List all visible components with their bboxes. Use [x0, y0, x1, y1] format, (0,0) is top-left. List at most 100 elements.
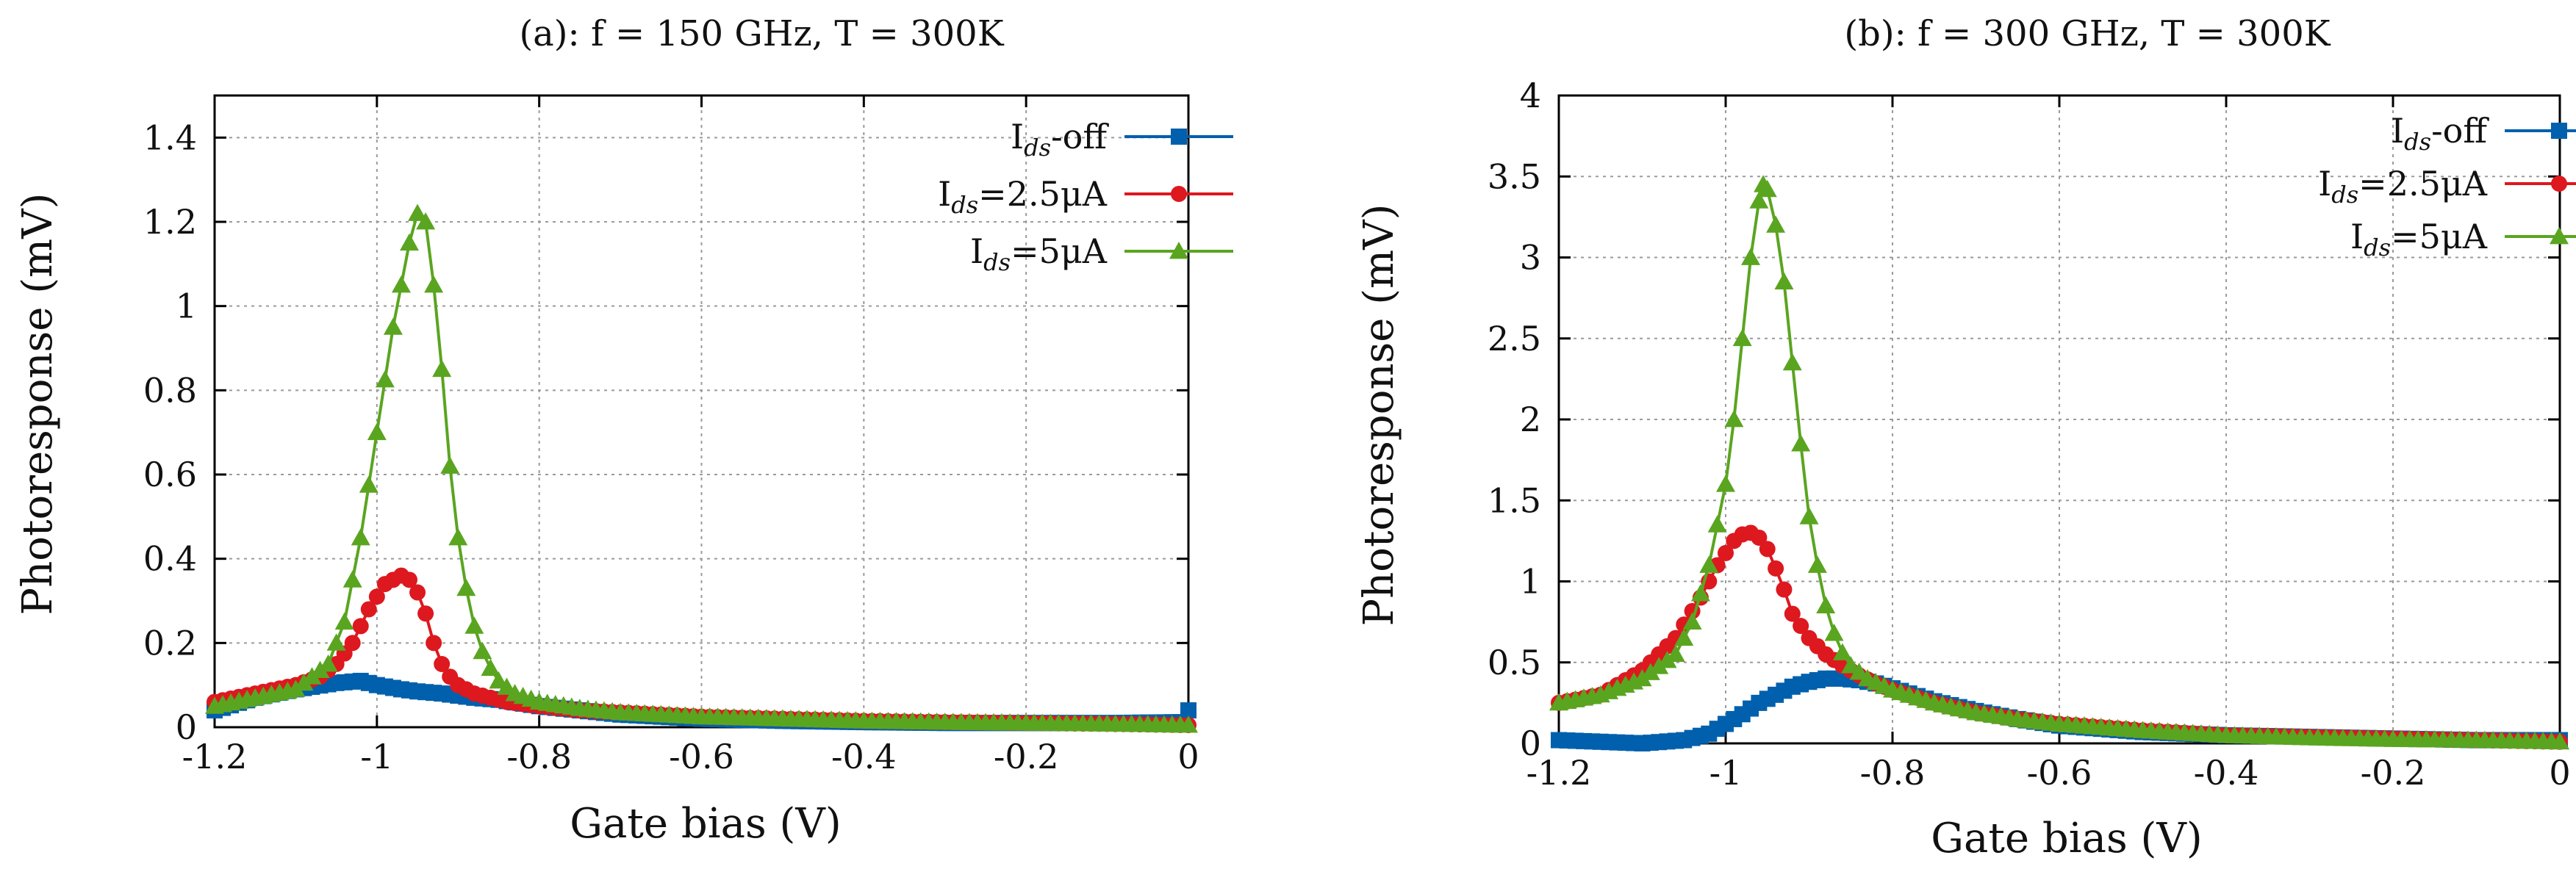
- y-tick-label: 1.2: [143, 202, 197, 242]
- y-tick-label: 0.2: [143, 623, 197, 663]
- legend-a: Ids-off Ids=2.5μA Ids=5μA: [938, 117, 1233, 276]
- y-tick-label: 1.4: [143, 118, 197, 157]
- data-point: [326, 633, 346, 651]
- data-point: [1774, 272, 1794, 289]
- plot-area-a: -1.2 -1 -0.8 -0.6 -0.4 -0.2 0 0 0.2 0.4 0.6 0.8 1 1.2…: [143, 94, 1233, 776]
- data-point: [352, 618, 369, 635]
- data-point: [424, 275, 444, 293]
- data-point: [481, 658, 501, 677]
- data-point: [375, 370, 395, 388]
- y-axis-label-a: Photoresponse (mV): [14, 193, 62, 616]
- data-point: [1699, 555, 1719, 573]
- y-tick-label: 1: [1520, 562, 1541, 602]
- legend-label: Ids=2.5μA: [2318, 164, 2488, 209]
- chart-title-b: (b): f = 300 GHz, T = 300K: [1844, 13, 2331, 54]
- data-point: [1707, 515, 1727, 533]
- data-point: [1180, 702, 1196, 719]
- data-point: [1741, 248, 1761, 265]
- x-tick-label: -1: [1709, 753, 1743, 793]
- x-tick-label: -0.2: [2361, 753, 2426, 793]
- data-point: [473, 641, 492, 660]
- y-axis-label-b: Photoresponse (mV): [1355, 204, 1403, 627]
- data-point: [1759, 541, 1776, 558]
- legend-marker: [2550, 227, 2569, 245]
- legend-label: Ids-off: [1011, 117, 1109, 162]
- legend-marker: [1169, 242, 1188, 259]
- y-tick-label: 3.5: [1488, 156, 1541, 196]
- data-point: [1791, 434, 1811, 452]
- data-point: [1632, 668, 1652, 687]
- data-point: [432, 359, 452, 378]
- x-tick-label: -1.2: [182, 737, 248, 776]
- x-tick-label: -0.8: [1860, 753, 1926, 793]
- data-point: [408, 203, 428, 221]
- plot-area-b: -1.2 -1 -0.8 -0.6 -0.4 -0.2 0 0 0.5 1 1.5 2 2.5 3 3.5 4…: [1488, 76, 2576, 793]
- data-point: [344, 635, 361, 652]
- data-point: [409, 584, 426, 601]
- legend-marker: [1171, 129, 1187, 145]
- legend-label: Ids=5μA: [2350, 217, 2488, 262]
- data-point: [1751, 529, 1768, 546]
- data-point: [401, 571, 417, 588]
- data-point: [1690, 584, 1710, 602]
- x-tick-label: -0.2: [994, 737, 1059, 776]
- data-point: [1179, 715, 1198, 733]
- data-point: [1757, 179, 1777, 198]
- data-point: [367, 422, 387, 441]
- y-tick-label: 1: [176, 286, 197, 326]
- data-point: [1718, 544, 1734, 561]
- data-point: [342, 570, 362, 588]
- data-point: [440, 456, 460, 474]
- series-3-b: [1549, 175, 2569, 750]
- data-point: [1749, 191, 1769, 209]
- y-tick-label: 2: [1520, 400, 1541, 439]
- data-point: [1784, 605, 1801, 622]
- legend-label: Ids=2.5μA: [938, 174, 1108, 219]
- data-point: [1832, 643, 1852, 660]
- data-point: [1793, 618, 1809, 635]
- y-tick-label: 0.8: [143, 370, 197, 410]
- data-point: [1640, 663, 1660, 680]
- y-tick-label: 0: [176, 707, 197, 747]
- data-point: [426, 635, 442, 652]
- legend-marker: [2551, 123, 2567, 139]
- data-point: [360, 601, 377, 618]
- data-point: [1824, 624, 1844, 641]
- data-point: [1649, 657, 1669, 674]
- data-point: [1816, 596, 1836, 613]
- data-point: [351, 528, 370, 546]
- data-point: [1776, 581, 1793, 598]
- legend-marker: [2551, 176, 2567, 192]
- data-point: [416, 212, 436, 230]
- y-tick-label: 0.5: [1488, 643, 1541, 682]
- data-point: [391, 275, 411, 293]
- data-point: [1768, 560, 1784, 577]
- data-point: [464, 616, 484, 634]
- data-point: [1657, 650, 1677, 668]
- data-point: [1716, 475, 1735, 492]
- y-tick-label: 0: [1520, 724, 1541, 763]
- y-tick-label: 2.5: [1488, 319, 1541, 358]
- data-point: [1766, 215, 1786, 233]
- x-tick-label: -0.8: [506, 737, 572, 776]
- y-tick-label: 0.4: [143, 539, 197, 579]
- x-tick-label: 0: [1177, 737, 1199, 776]
- chart-panel-b: (b): f = 300 GHz, T = 300K Gate bias (V)…: [1355, 13, 2576, 862]
- series-3-a: [205, 203, 1198, 733]
- data-point: [368, 588, 385, 605]
- data-point: [1799, 507, 1819, 524]
- series-line: [214, 574, 1189, 727]
- chart-panel-a: (a): f = 150 GHz, T = 300K Gate bias (V)…: [14, 13, 1233, 848]
- data-point: [1732, 328, 1752, 347]
- data-point: [417, 605, 434, 622]
- x-tick-label: -0.4: [2194, 753, 2259, 793]
- x-axis-label-b: Gate bias (V): [1931, 815, 2202, 862]
- data-point: [1841, 656, 1861, 674]
- data-point: [1665, 644, 1685, 663]
- x-tick-label: -0.6: [2027, 753, 2092, 793]
- data-point: [456, 578, 476, 596]
- y-tick-label: 4: [1520, 76, 1541, 115]
- x-tick-label: 0: [2549, 753, 2570, 793]
- legend-marker: [1171, 186, 1187, 202]
- y-tick-label: 3: [1520, 238, 1541, 278]
